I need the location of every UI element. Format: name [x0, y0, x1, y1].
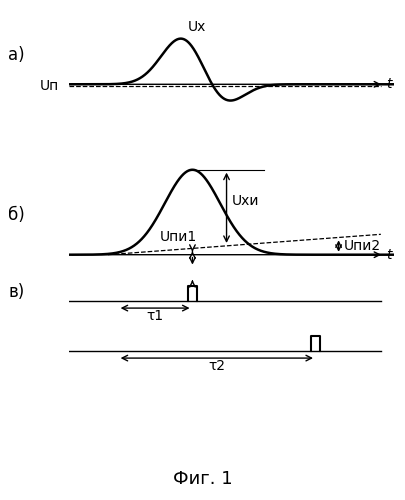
Text: Uпи1: Uпи1 — [160, 230, 197, 244]
Text: Uхи: Uхи — [231, 194, 258, 208]
Text: Фиг. 1: Фиг. 1 — [173, 470, 232, 488]
Text: б): б) — [8, 206, 25, 224]
Text: Uпи2: Uпи2 — [343, 239, 379, 253]
Text: τ2: τ2 — [208, 359, 225, 373]
Text: $t$: $t$ — [385, 248, 392, 262]
Text: Uх: Uх — [187, 20, 205, 34]
Text: $t$: $t$ — [385, 78, 392, 92]
Text: τ1: τ1 — [146, 309, 163, 323]
Text: а): а) — [8, 46, 25, 64]
Text: Uп: Uп — [40, 79, 59, 93]
Text: в): в) — [8, 283, 24, 301]
